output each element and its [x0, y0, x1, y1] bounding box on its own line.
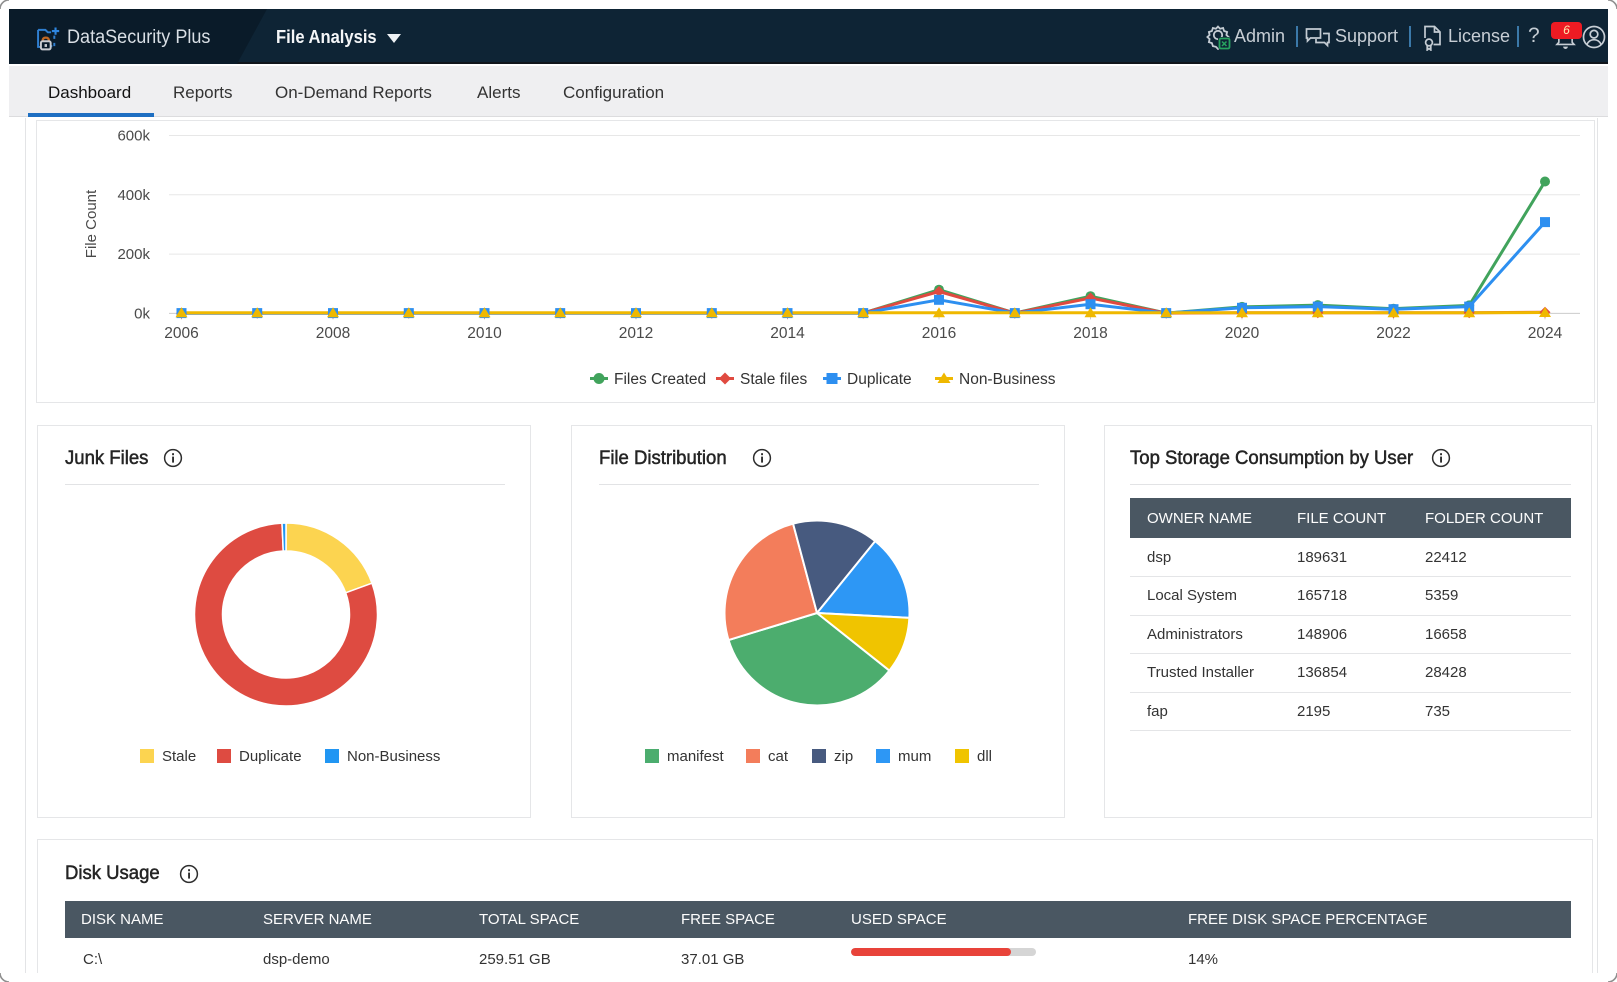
svg-text:2008: 2008: [316, 325, 350, 342]
svg-text:2020: 2020: [1225, 325, 1260, 342]
svg-text:Non-Business: Non-Business: [959, 371, 1056, 388]
svg-text:2024: 2024: [1528, 325, 1563, 342]
svg-text:Duplicate: Duplicate: [847, 371, 912, 388]
svg-text:Files Created: Files Created: [614, 371, 706, 388]
svg-text:200k: 200k: [117, 246, 150, 263]
svg-text:400k: 400k: [117, 187, 150, 204]
svg-text:2006: 2006: [164, 325, 198, 342]
svg-text:2010: 2010: [467, 325, 502, 342]
svg-text:Stale files: Stale files: [740, 371, 807, 388]
svg-text:600k: 600k: [117, 128, 150, 145]
svg-text:2022: 2022: [1376, 325, 1410, 342]
svg-text:File Count: File Count: [83, 189, 100, 258]
svg-text:2012: 2012: [619, 325, 653, 342]
svg-text:2014: 2014: [770, 325, 805, 342]
svg-text:2018: 2018: [1073, 325, 1107, 342]
svg-text:0k: 0k: [134, 305, 150, 322]
svg-text:2016: 2016: [922, 325, 956, 342]
